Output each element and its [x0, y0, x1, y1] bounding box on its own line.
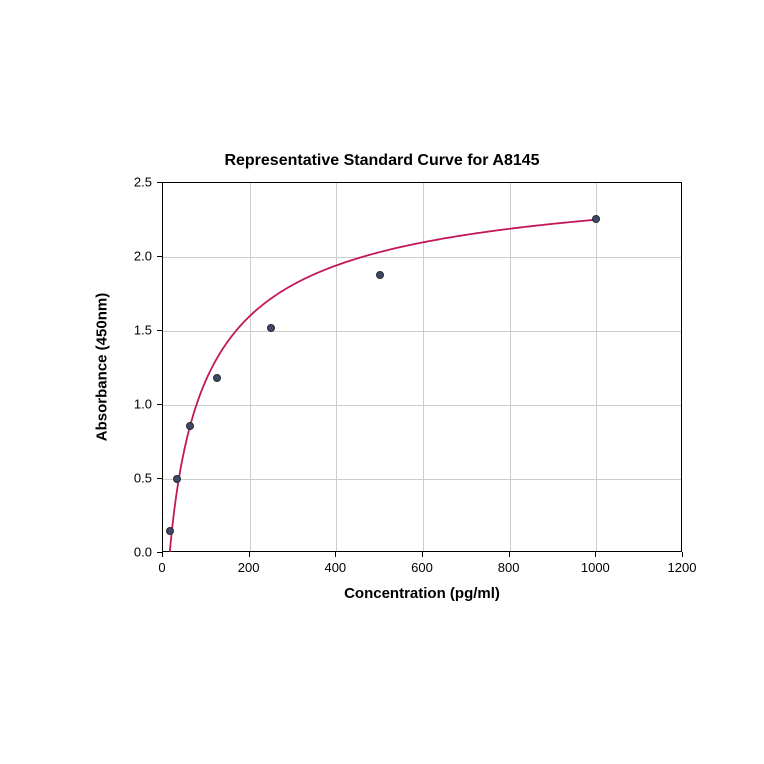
x-tick-mark	[249, 552, 250, 557]
y-tick-mark	[157, 552, 162, 553]
data-point	[186, 422, 194, 430]
y-tick-label: 1.0	[134, 397, 152, 412]
y-tick-label: 0.0	[134, 545, 152, 560]
fitted-curve	[170, 220, 597, 552]
x-tick-label: 200	[238, 560, 260, 575]
x-tick-label: 400	[324, 560, 346, 575]
y-tick-mark	[157, 330, 162, 331]
x-tick-mark	[509, 552, 510, 557]
data-point	[166, 527, 174, 535]
x-axis-label: Concentration (pg/ml)	[344, 585, 500, 602]
y-tick-label: 0.5	[134, 471, 152, 486]
data-point	[213, 374, 221, 382]
y-tick-label: 2.0	[134, 249, 152, 264]
x-tick-mark	[335, 552, 336, 557]
x-tick-label: 0	[158, 560, 165, 575]
x-tick-label: 800	[498, 560, 520, 575]
x-tick-mark	[162, 552, 163, 557]
data-point	[376, 271, 384, 279]
chart-title: Representative Standard Curve for A8145	[62, 152, 702, 170]
y-tick-mark	[157, 256, 162, 257]
y-axis-label: Absorbance (450nm)	[94, 293, 111, 441]
x-tick-label: 1000	[581, 560, 610, 575]
y-tick-label: 2.5	[134, 175, 152, 190]
y-tick-mark	[157, 478, 162, 479]
data-point	[592, 215, 600, 223]
chart-container: Representative Standard Curve for A8145 …	[62, 142, 702, 622]
y-tick-mark	[157, 182, 162, 183]
x-tick-mark	[422, 552, 423, 557]
y-tick-mark	[157, 404, 162, 405]
curve-layer	[163, 183, 683, 553]
x-tick-mark	[595, 552, 596, 557]
plot-area	[162, 182, 682, 552]
y-tick-label: 1.5	[134, 323, 152, 338]
x-tick-label: 1200	[668, 560, 697, 575]
x-tick-label: 600	[411, 560, 433, 575]
data-point	[267, 324, 275, 332]
data-point	[173, 475, 181, 483]
x-tick-mark	[682, 552, 683, 557]
